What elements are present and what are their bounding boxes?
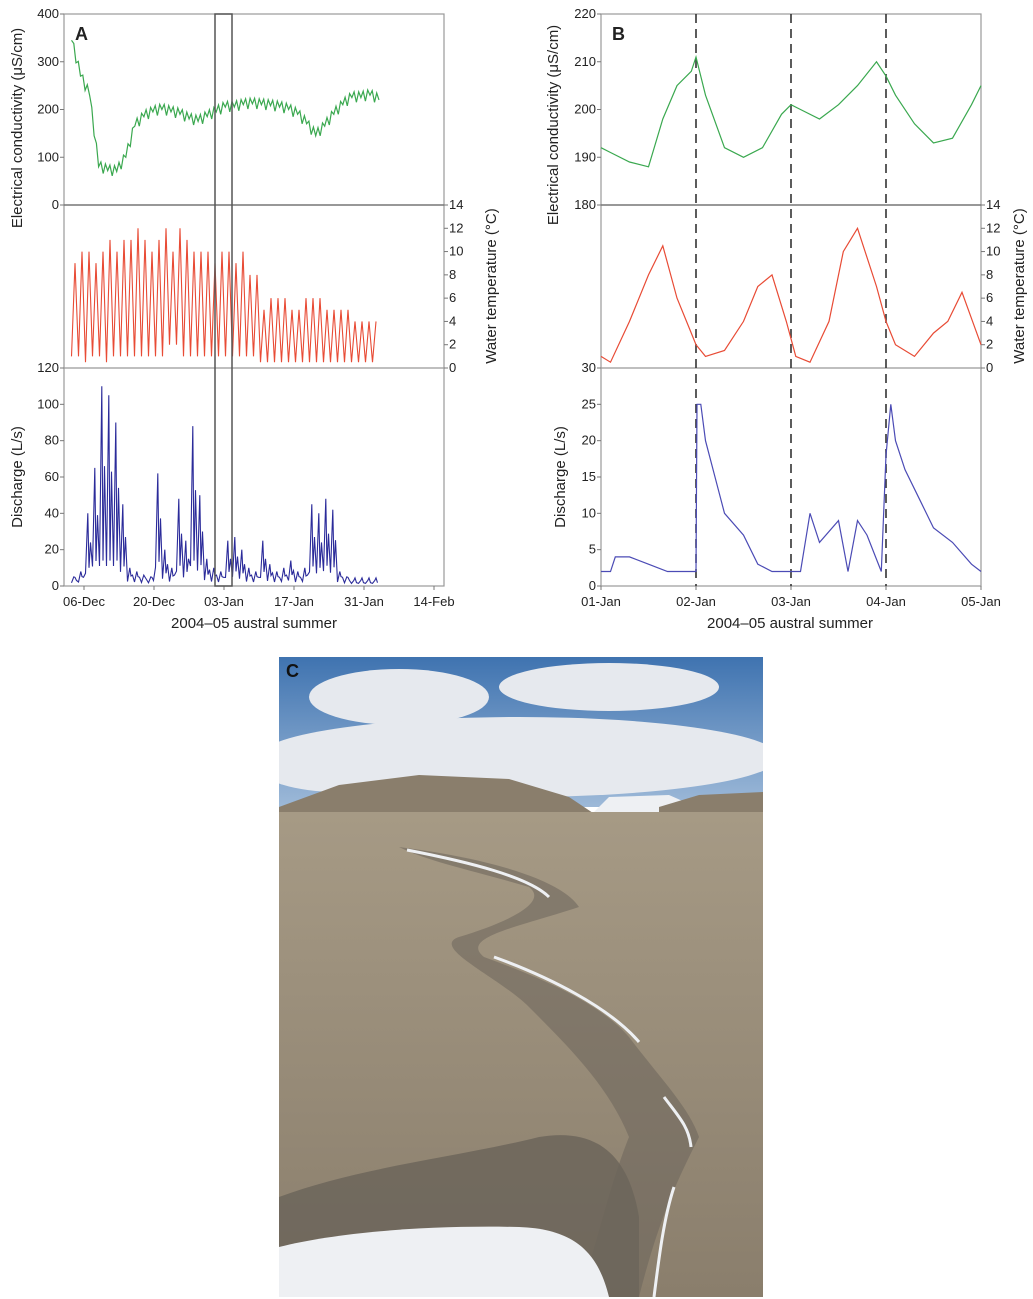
- panel-b-temp-tick-label: 8: [986, 267, 993, 282]
- panel-a-highlight-box: [214, 13, 233, 587]
- panel-b-dashed-lines: [695, 14, 887, 586]
- panel-b-temp-axis-label: Water temperature (°C): [1011, 208, 1028, 363]
- panel-b-discharge-axis-label: Discharge (L/s): [552, 426, 569, 528]
- panel-b-x-tick-label: 03-Jan: [771, 594, 811, 609]
- panel-a-x-tick-label: 06-Dec: [63, 594, 105, 609]
- panel-b-discharge-tick-label: 25: [582, 396, 596, 411]
- panel-b-x-ticks: 01-Jan 02-Jan 03-Jan 04-Jan 05-Jan: [581, 586, 1001, 609]
- panel-a-temp-ticks: 14 12 10 8 6 4 2 0: [444, 197, 463, 375]
- panel-b-temp-tick-label: 2: [986, 337, 993, 352]
- panel-a-discharge-tick-label: 60: [45, 469, 59, 484]
- panel-b-ec-line: [600, 54, 982, 168]
- panel-a-ec-ticks: 400 300 200 100 0: [37, 6, 64, 212]
- panel-b-ec-ticks: 220 210 200 190 180: [574, 6, 601, 212]
- panel-a-ec-tick-label: 100: [37, 149, 59, 164]
- panel-a-frame: [63, 13, 445, 587]
- panel-b-temp-tick-label: 6: [986, 290, 993, 305]
- panel-b-ec-tick-label: 210: [574, 54, 596, 69]
- panel-b-ec-tick-label: 200: [574, 102, 596, 117]
- panel-b-temperature-line: [600, 226, 982, 364]
- cloud: [309, 669, 489, 725]
- frozen-lake: [279, 1226, 609, 1297]
- panel-b-x-axis-label: 2004–05 austral summer: [707, 615, 873, 632]
- panel-a-discharge-ticks: 120 100 80 60 40 20 0: [37, 360, 64, 593]
- panel-a-x-axis-label: 2004–05 austral summer: [171, 615, 337, 632]
- panel-b-ec-tick-label: 190: [574, 149, 596, 164]
- panel-a-discharge-tick-label: 40: [45, 505, 59, 520]
- panel-b-discharge-tick-label: 30: [582, 360, 596, 375]
- panel-a-temp-tick-label: 8: [449, 267, 456, 282]
- panel-b-discharge-tick-label: 15: [582, 469, 596, 484]
- panel-a-temp-tick-label: 14: [449, 197, 463, 212]
- panel-a-ec-tick-label: 0: [52, 197, 59, 212]
- panel-a-ec-tick-label: 300: [37, 54, 59, 69]
- panel-a-discharge-line: [70, 386, 379, 585]
- stream-snow-edge: [406, 848, 693, 1297]
- photo-panel-c: C: [279, 657, 763, 1297]
- panel-b-ec-tick-label: 180: [574, 197, 596, 212]
- panel-b-temp-tick-label: 4: [986, 313, 993, 328]
- panel-a-ec-tick-label: 200: [37, 102, 59, 117]
- panel-b-letter: B: [612, 24, 625, 44]
- panel-a-ec-axis-label: Electrical conductivity (μS/cm): [9, 28, 26, 228]
- panel-a-temp-tick-label: 6: [449, 290, 456, 305]
- panel-a-temp-axis-label: Water temperature (°C): [483, 208, 500, 363]
- panel-b-discharge-line: [601, 403, 982, 573]
- panel-b-temp-tick-label: 12: [986, 220, 1000, 235]
- panel-b-x-tick-label: 05-Jan: [961, 594, 1001, 609]
- panel-b-series: [600, 54, 982, 573]
- panel-a-temp-tick-label: 4: [449, 313, 456, 328]
- panel-b-discharge-tick-label: 0: [589, 578, 596, 593]
- panel-b-temp-tick-label: 0: [986, 360, 993, 375]
- panel-a-x-tick-label: 03-Jan: [204, 594, 244, 609]
- panel-a-ec-line: [71, 39, 380, 177]
- panel-a-discharge-tick-label: 20: [45, 542, 59, 557]
- panel-a-discharge-tick-label: 80: [45, 433, 59, 448]
- panel-b-temp-tick-label: 14: [986, 197, 1000, 212]
- cloud: [499, 663, 719, 711]
- panel-b-x-tick-label: 01-Jan: [581, 594, 621, 609]
- panel-a-discharge-axis-label: Discharge (L/s): [9, 426, 26, 528]
- panel-a-x-tick-label: 14-Feb: [413, 594, 454, 609]
- panel-a-series: [70, 39, 380, 585]
- panel-a-temp-tick-label: 10: [449, 244, 463, 259]
- panel-a-ec-tick-label: 400: [37, 6, 59, 21]
- panel-a-temp-tick-label: 2: [449, 337, 456, 352]
- panel-a-x-tick-label: 31-Jan: [344, 594, 384, 609]
- panel-b-discharge-tick-label: 20: [582, 433, 596, 448]
- panel-a-letter: A: [75, 24, 88, 44]
- panel-a-discharge-tick-label: 100: [37, 396, 59, 411]
- panel-b-ec-tick-label: 220: [574, 6, 596, 21]
- panel-a-x-tick-label: 17-Jan: [274, 594, 314, 609]
- panel-b-discharge-ticks: 30 25 20 15 10 5 0: [582, 360, 601, 593]
- panel-a-x-ticks: 06-Dec 20-Dec 03-Jan 17-Jan 31-Jan 14-Feb: [63, 586, 455, 609]
- panel-b-x-tick-label: 04-Jan: [866, 594, 906, 609]
- panel-b-discharge-tick-label: 10: [582, 505, 596, 520]
- panel-a-temp-tick-label: 12: [449, 220, 463, 235]
- panel-b-ec-axis-label: Electrical conductivity (μS/cm): [545, 25, 562, 225]
- panel-b-temp-ticks: 14 12 10 8 6 4 2 0: [981, 197, 1000, 375]
- panel-a-discharge-tick-label: 0: [52, 578, 59, 593]
- panel-a-x-tick-label: 20-Dec: [133, 594, 175, 609]
- panel-b-temp-tick-label: 10: [986, 244, 1000, 259]
- panel-c-letter: C: [286, 661, 299, 681]
- panel-a-discharge-tick-label: 120: [37, 360, 59, 375]
- panel-a-temperature-line: [70, 228, 377, 363]
- panel-b-discharge-tick-label: 5: [589, 542, 596, 557]
- panel-a-temp-tick-label: 0: [449, 360, 456, 375]
- panel-b-x-tick-label: 02-Jan: [676, 594, 716, 609]
- landscape-illustration: [279, 657, 763, 1297]
